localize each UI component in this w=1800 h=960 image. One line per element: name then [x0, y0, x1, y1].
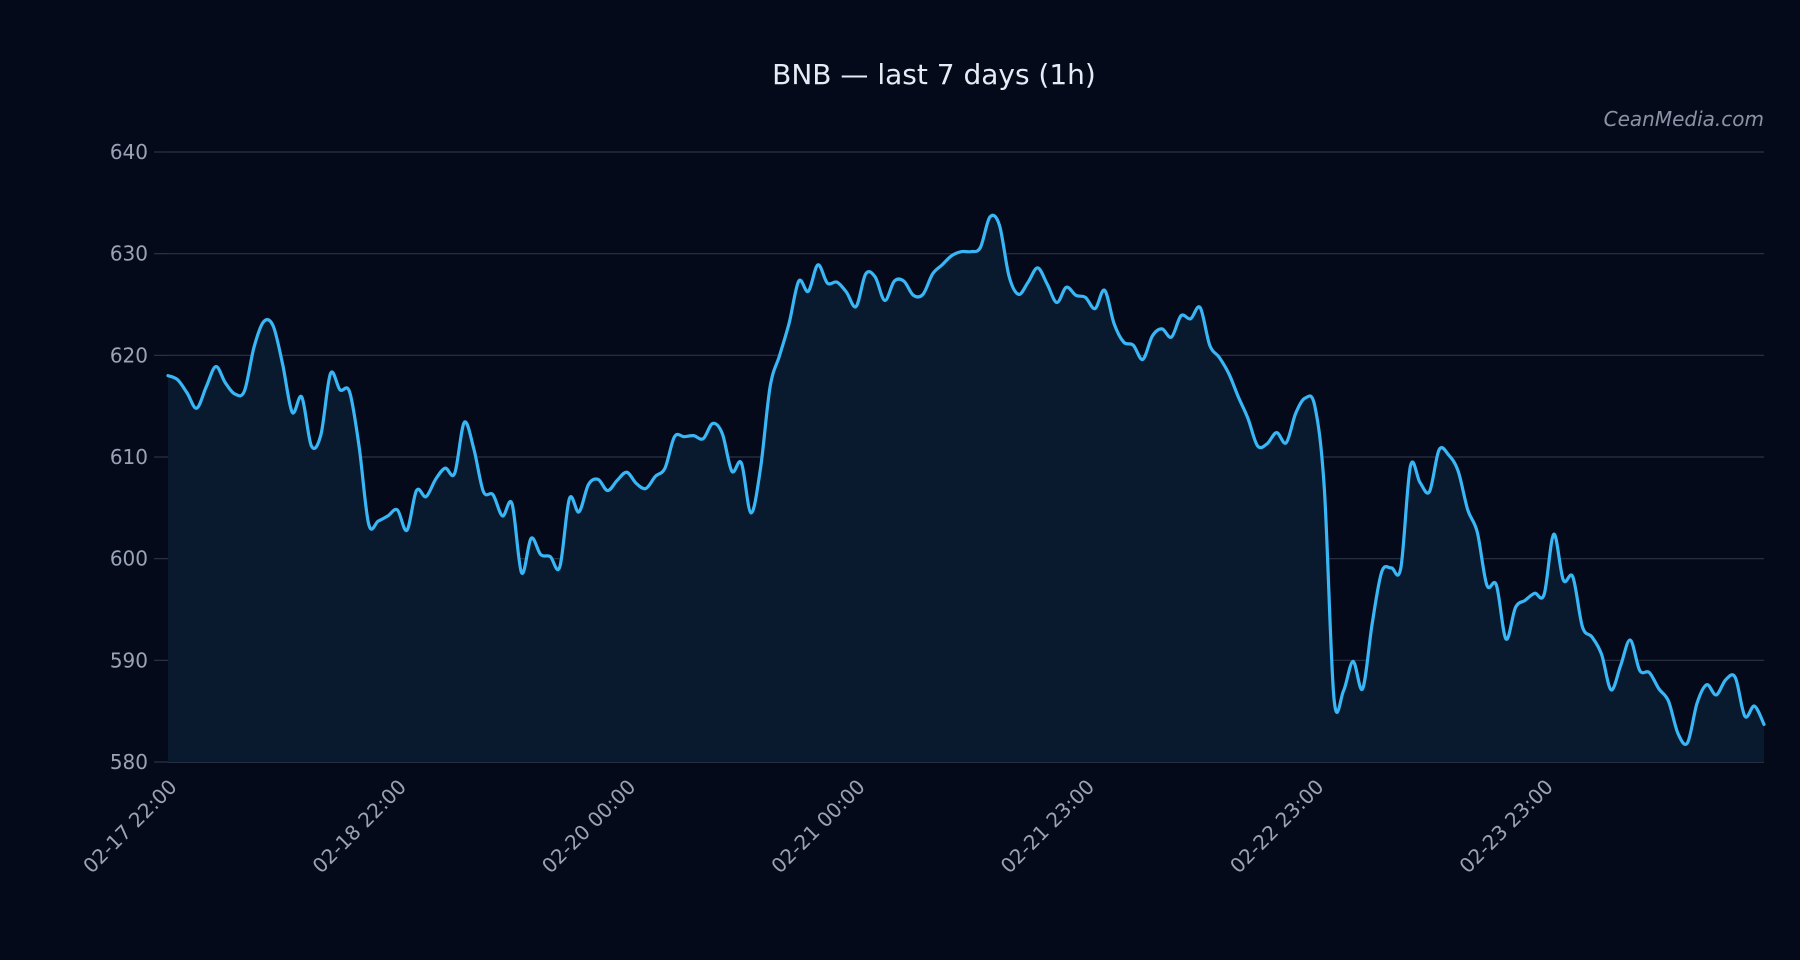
y-tick-label: 590 — [110, 648, 148, 672]
price-line — [166, 213, 1766, 746]
y-tick-label: 640 — [110, 140, 148, 164]
watermark-text: CeanMedia.com — [1604, 107, 1764, 131]
price-series — [166, 213, 1766, 762]
y-tick-label: 600 — [110, 547, 148, 571]
y-tick-label: 630 — [110, 242, 148, 266]
price-area-fill — [168, 215, 1764, 762]
y-tick-label: 580 — [110, 750, 148, 774]
y-tick-label: 610 — [110, 445, 148, 469]
y-axis-ticks: 580 590 600 610 620 630 640 — [110, 140, 168, 774]
y-tick-label: 620 — [110, 343, 148, 367]
chart-title: BNB — last 7 days (1h) — [772, 58, 1096, 91]
